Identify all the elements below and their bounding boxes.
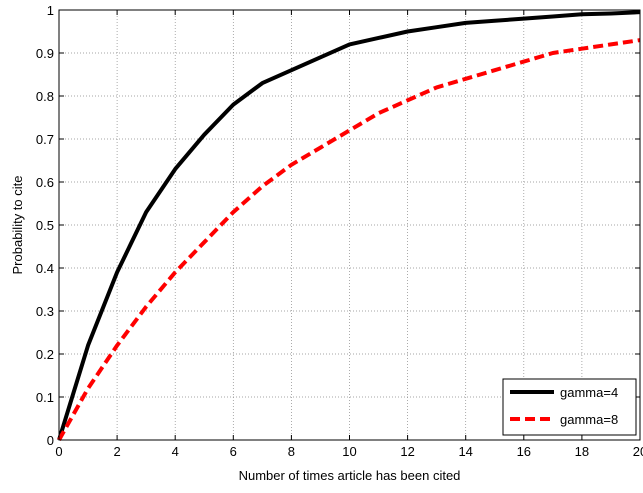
x-tick-label: 4 — [172, 444, 179, 459]
x-tick-label: 2 — [113, 444, 120, 459]
legend-box — [502, 378, 637, 436]
y-tick-label: 0.4 — [36, 261, 54, 276]
x-tick-label: 8 — [288, 444, 295, 459]
y-tick-label: 0.7 — [36, 132, 54, 147]
y-tick-label: 0.6 — [36, 175, 54, 190]
x-tick-label: 20 — [633, 444, 643, 459]
legend-label-gamma-4: gamma=4 — [560, 385, 618, 400]
x-tick-label: 14 — [458, 444, 472, 459]
x-tick-label: 12 — [400, 444, 414, 459]
series-line-gamma-8 — [57, 38, 641, 441]
grid — [59, 10, 640, 440]
legend: gamma=4 gamma=8 — [502, 378, 637, 436]
y-tick-label: 0.9 — [36, 46, 54, 61]
y-tick-label: 1 — [47, 3, 54, 18]
series-layer — [57, 10, 641, 441]
x-axis-label: Number of times article has been cited — [239, 468, 461, 483]
axis-ticks: 0 2 4 6 8 10 12 14 16 18 20 0 0.1 0.2 0.3 0.4 0.5 0.6 0.7 0… — [36, 3, 643, 459]
series-line-gamma-4 — [57, 10, 641, 441]
y-tick-label: 0.2 — [36, 347, 54, 362]
y-tick-label: 0.1 — [36, 390, 54, 405]
y-axis-label: Probability to cite — [10, 176, 25, 275]
x-tick-label: 18 — [575, 444, 589, 459]
y-tick-label: 0.8 — [36, 89, 54, 104]
y-tick-label: 0.3 — [36, 304, 54, 319]
x-tick-label: 0 — [55, 444, 62, 459]
y-tick-label: 0 — [47, 433, 54, 448]
x-tick-label: 10 — [342, 444, 356, 459]
x-tick-label: 6 — [230, 444, 237, 459]
y-tick-label: 0.5 — [36, 218, 54, 233]
legend-label-gamma-8: gamma=8 — [560, 412, 618, 427]
x-tick-label: 16 — [517, 444, 531, 459]
